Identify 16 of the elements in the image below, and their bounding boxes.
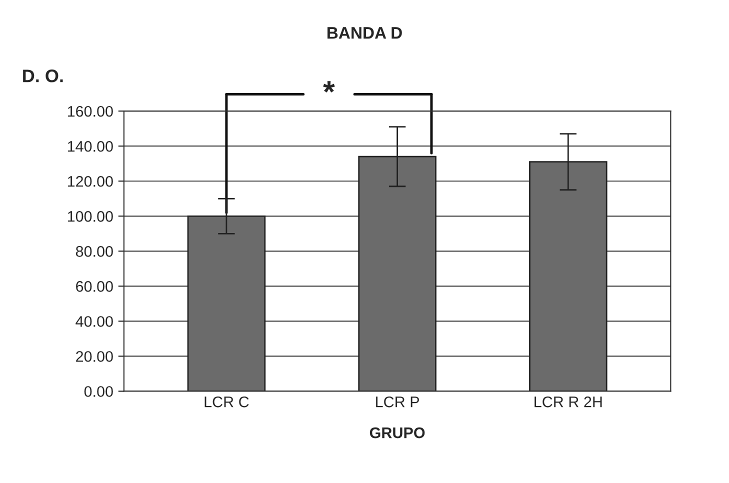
- y-tick-label: 40.00: [76, 316, 113, 327]
- y-tick-label: 80.00: [76, 246, 113, 257]
- y-tick-label: 0.00: [84, 386, 113, 397]
- text: *: [323, 81, 335, 93]
- y-tick-label: 140.00: [68, 140, 113, 152]
- y-tick-label: 60.00: [76, 281, 113, 292]
- x-tick-label: LCR C: [204, 396, 249, 408]
- y-tick-label: 100.00: [68, 211, 113, 222]
- y-tick-label: 120.00: [68, 176, 113, 187]
- x-axis-title: GRUPO: [370, 427, 425, 438]
- x-tick-label: LCR R 2H: [534, 396, 602, 408]
- x-tick-label: LCR P: [376, 396, 419, 408]
- chart-title: BANDA D: [328, 27, 402, 39]
- y-axis-title: D. O.: [23, 70, 63, 82]
- y-tick-label: 160.00: [68, 106, 113, 117]
- y-tick-label: 20.00: [76, 351, 113, 362]
